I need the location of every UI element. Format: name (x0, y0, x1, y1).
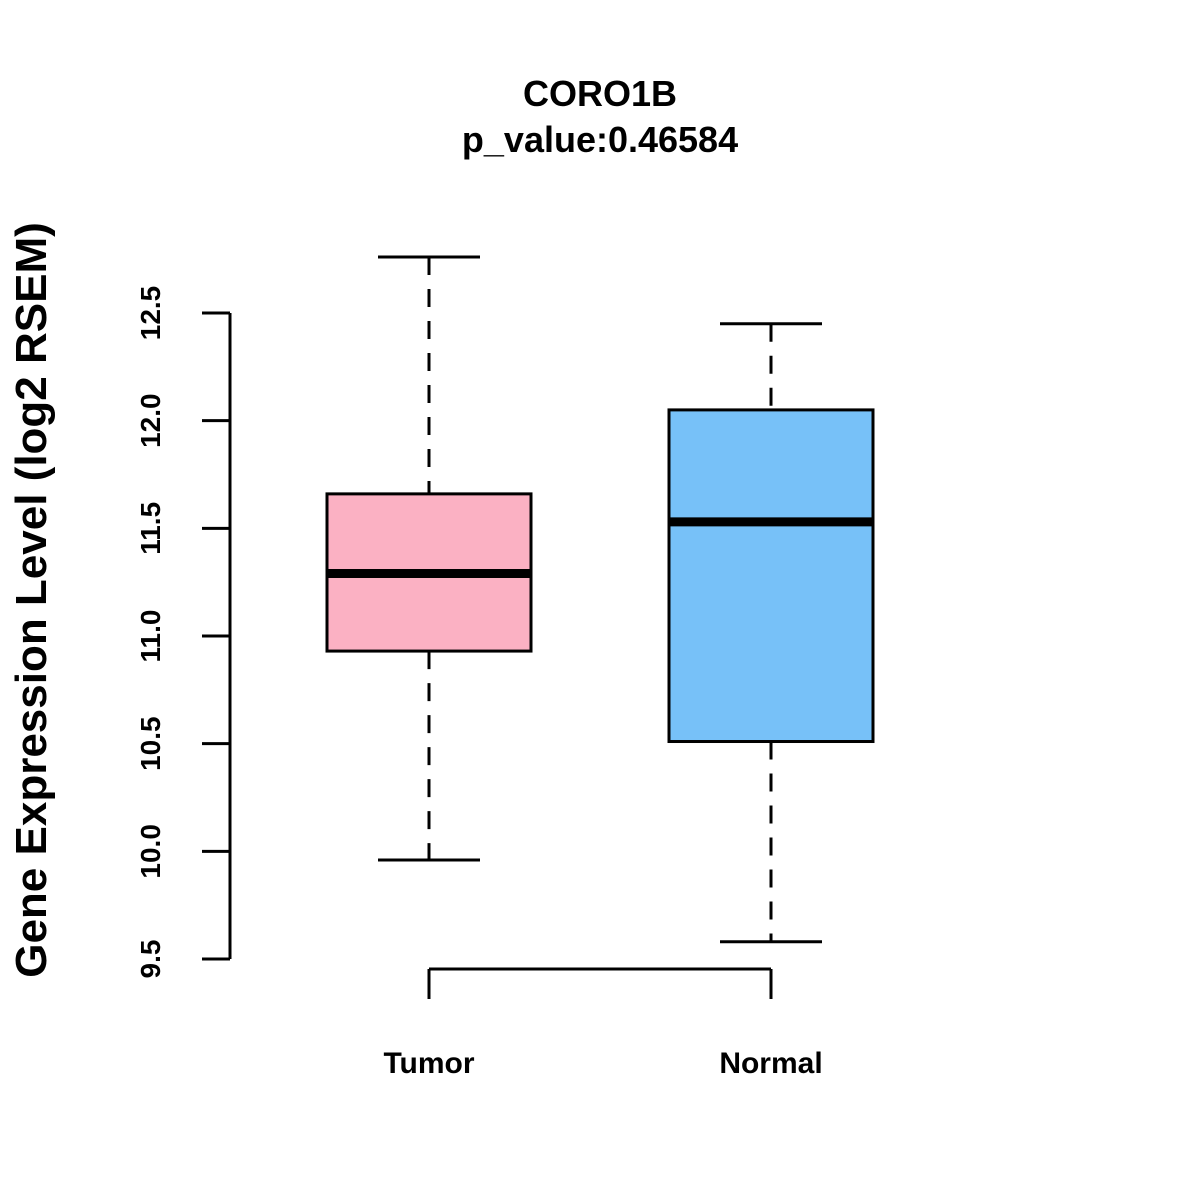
y-tick-label: 10.0 (135, 824, 166, 879)
x-category-label-tumor: Tumor (383, 1047, 474, 1080)
box-tumor (325, 255, 533, 862)
chart-title: CORO1B (523, 73, 677, 114)
y-tick-label: 9.5 (135, 940, 166, 979)
x-category-label-normal: Normal (719, 1047, 822, 1080)
box-normal (667, 322, 875, 944)
y-axis-title: Gene Expression Level (log2 RSEM) (7, 222, 56, 978)
y-tick-label: 12.0 (135, 393, 166, 448)
y-tick-label: 11.0 (135, 610, 166, 663)
iqr-box (667, 408, 875, 744)
y-tick-label: 12.5 (135, 286, 166, 341)
x-axis: Tumor Normal (383, 967, 823, 1080)
y-tick-label: 10.5 (135, 716, 166, 771)
boxes-group (325, 255, 875, 944)
y-tick-label: 11.5 (135, 502, 166, 555)
chart-subtitle: p_value:0.46584 (462, 119, 738, 160)
y-axis: 9.5 10.0 10.5 11.0 11.5 12.0 12.5 (135, 286, 232, 979)
